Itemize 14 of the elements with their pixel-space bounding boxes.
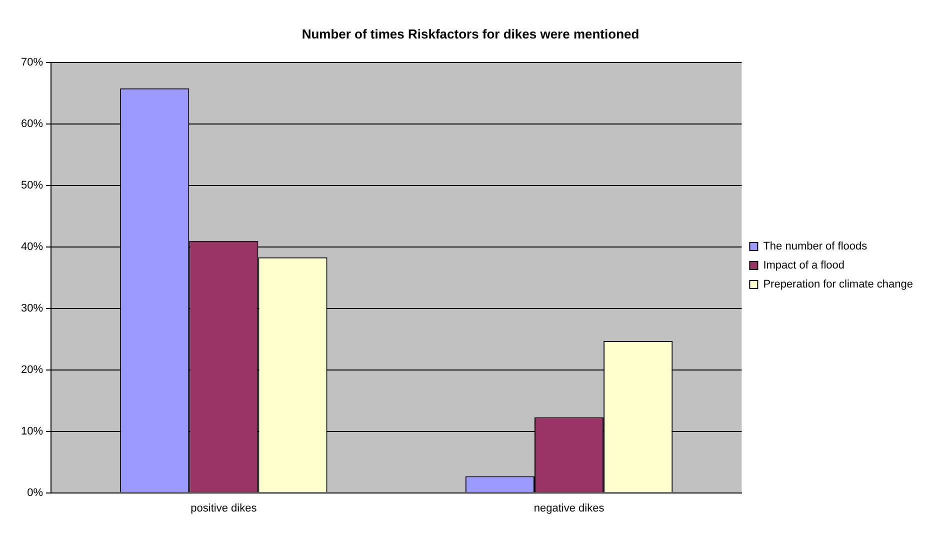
y-tick-label: 50% bbox=[20, 180, 44, 192]
x-tick-label: negative dikes bbox=[534, 502, 605, 514]
y-tick-label: 60% bbox=[20, 118, 44, 130]
y-tick-label: 20% bbox=[20, 364, 44, 376]
y-tick-label: 40% bbox=[20, 241, 44, 254]
x-tick-label: positive dikes bbox=[190, 502, 258, 514]
y-tick-label: 10% bbox=[20, 425, 44, 438]
chart-title: Number of times Riskfactors for dikes were mentioned bbox=[302, 26, 640, 42]
legend-label: Impact of a flood bbox=[763, 260, 845, 272]
legend-label: Preperation for climate change bbox=[763, 278, 914, 291]
y-tick-label: 70% bbox=[20, 56, 44, 69]
y-tick-label: 30% bbox=[20, 302, 44, 314]
legend-label: The number of floods bbox=[763, 240, 868, 253]
y-tick-label: 0% bbox=[27, 486, 44, 499]
